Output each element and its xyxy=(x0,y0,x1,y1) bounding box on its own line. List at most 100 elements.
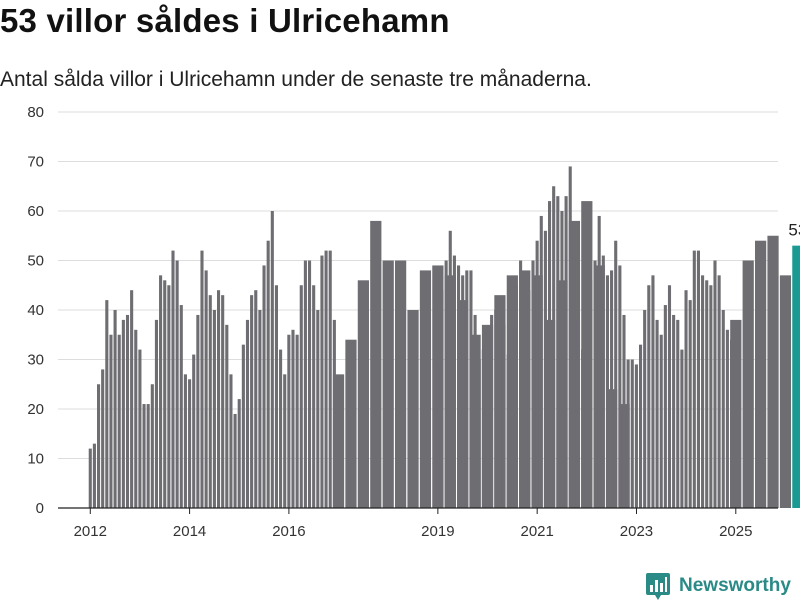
bar xyxy=(564,196,568,508)
bar xyxy=(171,250,175,508)
bar xyxy=(113,310,117,508)
y-tick-label: 50 xyxy=(27,253,44,270)
bar xyxy=(502,324,506,508)
highlight-value-label: 53 xyxy=(788,221,800,240)
x-tick-label: 2016 xyxy=(272,523,305,540)
bar xyxy=(307,260,312,508)
y-tick-label: 0 xyxy=(36,500,44,517)
bar xyxy=(510,329,514,508)
bar xyxy=(692,250,696,508)
bar xyxy=(88,448,92,508)
bar xyxy=(514,285,518,508)
bar xyxy=(730,319,742,508)
bar xyxy=(332,374,345,508)
bar xyxy=(531,260,535,508)
bar xyxy=(638,344,643,508)
bar xyxy=(303,260,307,508)
bar xyxy=(556,196,560,508)
bar xyxy=(299,285,303,508)
bar xyxy=(626,359,630,508)
bar xyxy=(725,329,729,508)
bar xyxy=(568,166,572,508)
bar xyxy=(225,324,229,508)
bar xyxy=(610,270,614,508)
bar xyxy=(576,319,581,508)
bar xyxy=(258,310,262,508)
bar xyxy=(647,285,651,508)
bar xyxy=(688,300,692,508)
bar xyxy=(212,310,216,508)
bar xyxy=(684,290,688,508)
bar xyxy=(779,275,792,508)
bar xyxy=(630,359,634,508)
bar xyxy=(444,260,448,508)
bar xyxy=(167,285,171,508)
bar xyxy=(150,384,154,508)
x-tick-label: 2025 xyxy=(719,523,752,540)
bar xyxy=(456,265,461,508)
brand-logo: Newsworthy xyxy=(645,571,791,601)
bar xyxy=(287,334,291,508)
bar xyxy=(291,329,295,508)
bar xyxy=(196,314,200,508)
bar xyxy=(274,285,278,508)
bar xyxy=(448,230,452,509)
bar xyxy=(473,314,477,508)
bar xyxy=(755,240,767,508)
bar xyxy=(179,305,183,508)
bar xyxy=(130,290,134,508)
bar xyxy=(547,201,552,508)
bar xyxy=(465,270,469,508)
bar xyxy=(597,215,601,508)
bar xyxy=(175,260,179,508)
bar xyxy=(229,374,233,508)
x-tick-label: 2012 xyxy=(74,523,107,540)
bar xyxy=(295,334,299,508)
bar xyxy=(146,404,150,508)
bar xyxy=(663,305,667,508)
axes xyxy=(58,507,778,514)
bar xyxy=(216,290,221,508)
bar xyxy=(452,255,456,508)
bar xyxy=(667,285,672,508)
chart-subtitle: Antal sålda villor i Ulricehamn under de… xyxy=(0,68,592,91)
bar xyxy=(490,314,494,508)
bar xyxy=(250,295,254,508)
bar xyxy=(270,211,274,508)
y-tick-label: 30 xyxy=(27,352,44,369)
y-tick-label: 80 xyxy=(27,104,44,121)
bar xyxy=(163,280,167,508)
bar xyxy=(696,250,700,508)
bar xyxy=(159,275,163,508)
bar xyxy=(585,319,589,508)
bar xyxy=(461,275,465,508)
bar xyxy=(320,255,324,508)
brand-name: Newsworthy xyxy=(679,575,791,596)
bar xyxy=(742,260,754,508)
bar xyxy=(581,349,585,508)
bar xyxy=(154,319,159,508)
y-tick-label: 10 xyxy=(27,451,44,468)
bar xyxy=(713,260,717,508)
bar xyxy=(680,349,684,508)
bar xyxy=(188,379,192,508)
bar xyxy=(701,275,705,508)
bar xyxy=(527,290,531,508)
bar xyxy=(245,319,250,508)
bar xyxy=(138,349,142,508)
bar xyxy=(481,349,485,508)
bar xyxy=(221,295,225,508)
bar xyxy=(506,354,510,508)
bar xyxy=(192,354,196,508)
bar xyxy=(316,310,320,508)
y-tick-label: 60 xyxy=(27,203,44,220)
bar xyxy=(262,265,266,508)
bar xyxy=(440,290,444,508)
bar xyxy=(614,240,618,508)
bar xyxy=(142,404,146,508)
bar xyxy=(618,265,622,508)
bar xyxy=(605,275,609,508)
x-tick-label: 2014 xyxy=(173,523,206,540)
bar xyxy=(622,314,626,508)
